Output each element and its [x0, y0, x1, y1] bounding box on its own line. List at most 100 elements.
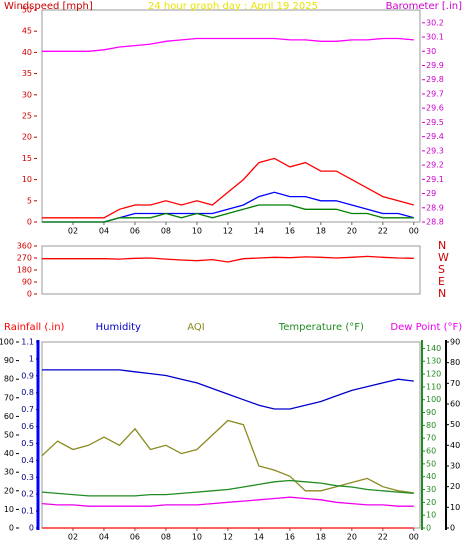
- y-tick-label: 0.1: [21, 507, 34, 516]
- x-tick-label: 16: [285, 533, 295, 542]
- x-tick-label: 06: [130, 533, 140, 542]
- compass-label: S: [438, 263, 445, 276]
- x-tick-label: 00: [409, 227, 419, 236]
- x-tick-label: 00: [409, 533, 419, 542]
- plot-frame: [41, 9, 421, 223]
- y-tick-label: 29.2: [426, 161, 444, 170]
- y-tick-label: 0.2: [21, 490, 34, 499]
- y-tick-label: 0.7: [21, 405, 34, 414]
- y-tick-label: 130: [426, 357, 441, 366]
- y-tick-label: 120: [426, 370, 441, 379]
- plot-frame: [41, 245, 421, 295]
- y-tick-label: 70: [450, 379, 460, 388]
- y-tick-label: 28.8: [426, 218, 444, 227]
- y-tick-label: 110: [426, 382, 441, 391]
- y-tick-label: 29.8: [426, 75, 444, 84]
- x-tick-label: 06: [130, 227, 140, 236]
- x-tick-label: 20: [347, 533, 357, 542]
- y-tick-label: 0: [27, 290, 32, 299]
- y-tick-label: 0.5: [21, 439, 34, 448]
- y-tick-label: 28.9: [426, 203, 444, 212]
- legend-entry: Humidity: [96, 322, 141, 333]
- y-tick-label: 0: [450, 524, 455, 533]
- x-tick-label: 14: [254, 533, 264, 542]
- y-tick-label: 0: [426, 524, 431, 533]
- y-tick-label: 90: [22, 278, 32, 287]
- y-tick-label: 70: [4, 393, 14, 402]
- y-tick-label: 90: [4, 356, 14, 365]
- y-tick-label: 180: [17, 266, 32, 275]
- y-tick-label: 50: [22, 6, 32, 15]
- y-tick-label: 29: [426, 189, 436, 198]
- y-tick-label: 30.1: [426, 33, 444, 42]
- x-tick-label: 18: [316, 227, 326, 236]
- y-tick-label: 1.1: [21, 338, 34, 347]
- series-line: [42, 369, 414, 410]
- legend-entry: Rainfall (.in): [4, 322, 65, 333]
- series-line: [42, 255, 414, 263]
- y-tick-label: 20: [4, 486, 14, 495]
- y-tick-label: 15: [22, 154, 32, 163]
- series-line: [41, 496, 414, 507]
- y-tick-label: 30: [450, 462, 460, 471]
- chart-title: 24 hour graph day : April 19 2025: [148, 1, 318, 12]
- y-tick-label: 30.2: [426, 18, 444, 27]
- y-tick-label: 0.4: [21, 456, 34, 465]
- y-tick-label: 40: [450, 441, 460, 450]
- compass-label: W: [438, 251, 449, 264]
- x-tick-label: 18: [316, 533, 326, 542]
- y-tick-label: 50: [450, 420, 460, 429]
- x-tick-label: 22: [378, 533, 388, 542]
- series-line: [42, 157, 414, 219]
- y-tick-label: 80: [4, 375, 14, 384]
- compass-label: N: [438, 239, 446, 252]
- y-tick-label: 35: [22, 69, 32, 78]
- y-tick-label: 40: [22, 48, 32, 57]
- y-tick-label: 90: [450, 338, 460, 347]
- y-tick-label: 10: [426, 511, 436, 520]
- y-tick-label: 20: [450, 482, 460, 491]
- y-axis-label: Windspeed [mph]: [4, 1, 93, 12]
- y-tick-label: 30: [426, 485, 436, 494]
- x-tick-label: 08: [161, 227, 171, 236]
- y-tick-label: 10: [4, 505, 14, 514]
- y-tick-label: 100: [0, 338, 14, 347]
- y-tick-label: 30: [22, 90, 32, 99]
- y-tick-label: 29.9: [426, 61, 444, 70]
- y-tick-label: 60: [4, 412, 14, 421]
- y-tick-label: 1: [29, 354, 34, 363]
- y-tick-label: 5: [27, 196, 32, 205]
- series-line: [41, 419, 414, 494]
- x-tick-label: 04: [99, 533, 109, 542]
- y-tick-label: 50: [4, 431, 14, 440]
- x-tick-label: 02: [68, 533, 78, 542]
- y-tick-label: 100: [426, 395, 441, 404]
- legend-entry: Temperature (°F): [278, 322, 364, 333]
- y-tick-label: 0: [29, 524, 34, 533]
- x-tick-label: 10: [192, 227, 202, 236]
- y-tick-label: 40: [4, 449, 14, 458]
- y2-axis-label: Barometer [.in]: [386, 1, 462, 12]
- y-tick-label: 30: [426, 47, 436, 56]
- y-tick-label: 60: [426, 447, 436, 456]
- y-tick-label: 30: [4, 468, 14, 477]
- series-line: [42, 204, 414, 223]
- y-tick-label: 80: [450, 358, 460, 367]
- y-tick-label: 0: [27, 218, 32, 227]
- y-tick-label: 20: [426, 498, 436, 507]
- x-tick-label: 12: [223, 533, 233, 542]
- y-tick-label: 40: [426, 472, 436, 481]
- x-tick-label: 02: [68, 227, 78, 236]
- series-line: [41, 479, 414, 497]
- y-tick-label: 270: [17, 254, 32, 263]
- y-tick-label: 25: [22, 112, 32, 121]
- plot-frame: [41, 341, 421, 529]
- y-tick-label: 29.1: [426, 175, 444, 184]
- compass-label: N: [438, 287, 446, 300]
- y-tick-label: 0.6: [21, 422, 34, 431]
- y-tick-label: 10: [22, 175, 32, 184]
- x-tick-label: 20: [347, 227, 357, 236]
- x-tick-label: 14: [254, 227, 264, 236]
- x-tick-label: 12: [223, 227, 233, 236]
- y-tick-label: 20: [22, 133, 32, 142]
